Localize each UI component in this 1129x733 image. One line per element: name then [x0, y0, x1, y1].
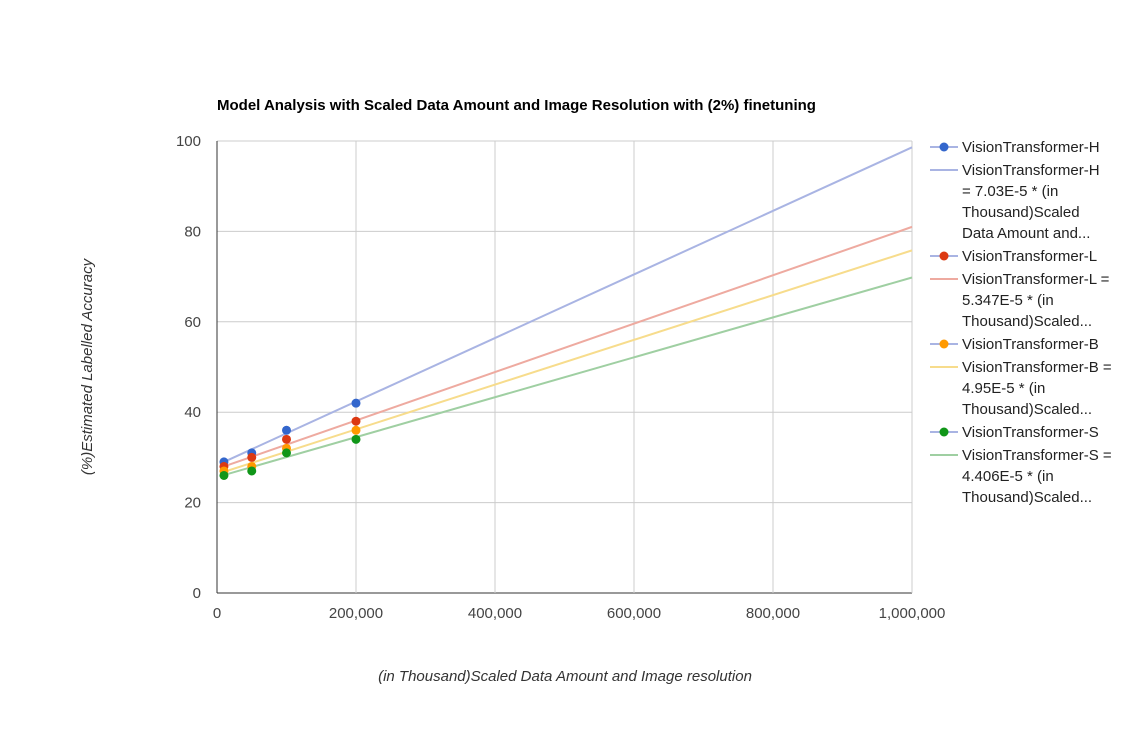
legend-entry: VisionTransformer-H — [928, 137, 1123, 158]
point — [247, 466, 257, 476]
point — [219, 470, 229, 480]
legend-swatch — [930, 454, 958, 456]
legend-swatch — [930, 278, 958, 280]
y-tick-label: 0 — [193, 585, 201, 602]
legend-label: VisionTransformer-L — [962, 248, 1098, 265]
legend-entry: VisionTransformer-L = 5.347E-5 * (in Tho… — [928, 269, 1123, 332]
legend-entry: VisionTransformer-L — [928, 246, 1123, 267]
trendline — [223, 225, 913, 468]
point — [351, 398, 361, 408]
legend-dot — [939, 339, 949, 349]
legend-label: VisionTransformer-H = 7.03E-5 * (in Thou… — [962, 162, 1100, 242]
trendline — [223, 146, 913, 463]
legend-dot — [939, 142, 949, 152]
legend-entry: VisionTransformer-B = 4.95E-5 * (in Thou… — [928, 357, 1123, 420]
x-tick-label: 200,000 — [329, 605, 383, 622]
legend-label: VisionTransformer-S — [962, 424, 1099, 441]
x-tick-label: 600,000 — [607, 605, 661, 622]
x-tick-label: 1,000,000 — [879, 605, 946, 622]
legend-dot — [939, 251, 949, 261]
legend-dot — [939, 427, 949, 437]
point — [351, 434, 361, 444]
legend-swatch — [930, 169, 958, 171]
y-tick-label: 20 — [184, 495, 201, 512]
legend-entry: VisionTransformer-H = 7.03E-5 * (in Thou… — [928, 160, 1123, 244]
chart-title: Model Analysis with Scaled Data Amount a… — [217, 97, 816, 114]
trendline — [223, 276, 913, 476]
point — [282, 425, 291, 435]
legend-entry: VisionTransformer-S = 4.406E-5 * (in Tho… — [928, 445, 1123, 508]
legend-label: VisionTransformer-B = 4.95E-5 * (in Thou… — [962, 359, 1112, 418]
y-tick-label: 100 — [176, 133, 201, 150]
legend-label: VisionTransformer-L = 5.347E-5 * (in Tho… — [962, 271, 1110, 330]
legend-swatch — [930, 142, 958, 152]
legend-entry: VisionTransformer-S — [928, 422, 1123, 443]
legend-swatch — [930, 339, 958, 349]
x-tick-label: 0 — [213, 605, 221, 622]
trendline — [223, 249, 913, 473]
x-axis-title: (in Thousand)Scaled Data Amount and Imag… — [378, 668, 752, 685]
point — [247, 452, 257, 462]
legend-label: VisionTransformer-B — [962, 336, 1099, 353]
legend-swatch — [930, 251, 958, 261]
legend-entry: VisionTransformer-B — [928, 334, 1123, 355]
legend-label: VisionTransformer-H — [962, 139, 1100, 156]
x-tick-label: 400,000 — [468, 605, 522, 622]
point — [351, 425, 361, 435]
legend-swatch — [930, 366, 958, 368]
point — [282, 448, 291, 458]
y-axis-title: (%)Estimated Labelled Accuracy — [79, 257, 96, 475]
point — [282, 434, 291, 444]
point — [351, 416, 361, 426]
x-tick-label: 800,000 — [746, 605, 800, 622]
y-tick-label: 40 — [184, 404, 201, 421]
legend-swatch — [930, 427, 958, 437]
legend-label: VisionTransformer-S = 4.406E-5 * (in Tho… — [962, 447, 1112, 506]
legend: VisionTransformer-H VisionTransformer-H =… — [928, 137, 1123, 508]
y-tick-label: 80 — [184, 223, 201, 240]
y-tick-label: 60 — [184, 314, 201, 331]
